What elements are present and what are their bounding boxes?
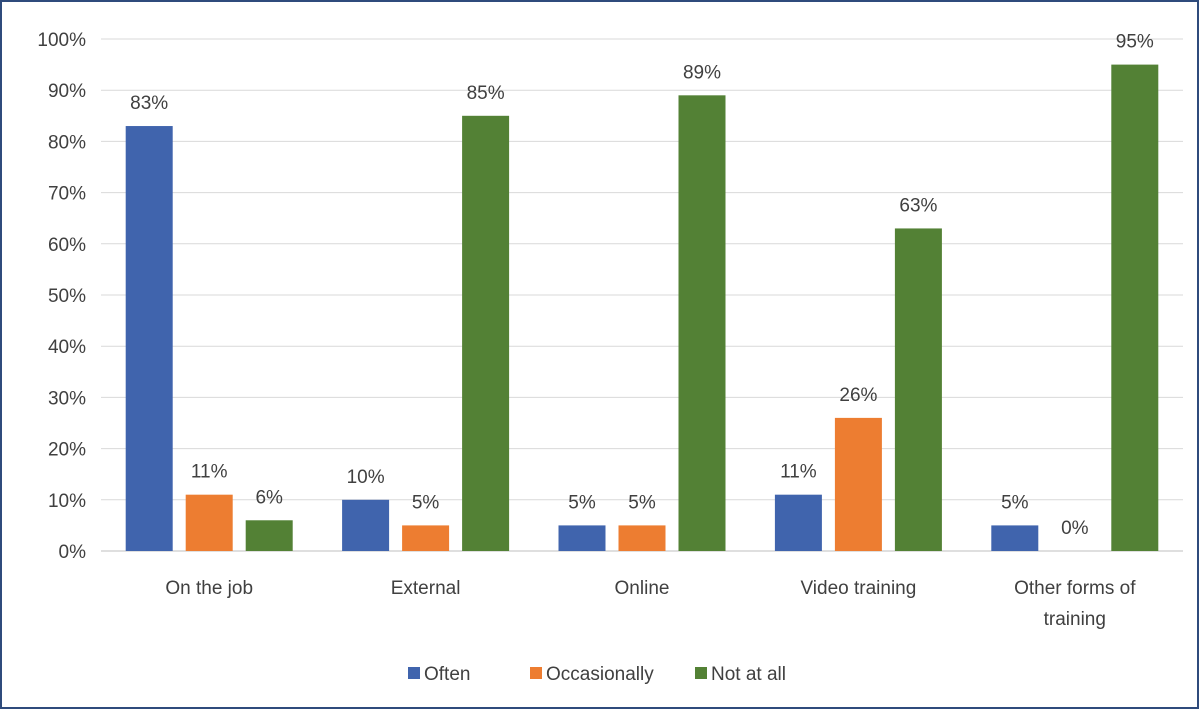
bar: [774, 494, 822, 551]
data-label: 6%: [255, 487, 283, 508]
y-tick-label: 70%: [48, 184, 86, 205]
x-axis-category-labels: On the job External Online Video training Ot…: [165, 578, 1136, 630]
bar: [125, 126, 173, 551]
bar: [1111, 64, 1159, 551]
bar: [245, 520, 293, 551]
bars: [125, 64, 1159, 552]
bar: [678, 95, 726, 551]
y-axis-tick-labels: 0% 10% 20% 30% 40% 50% 60% 70% 80% 90% 100%: [37, 30, 86, 563]
y-tick-label: 10%: [48, 491, 86, 512]
y-tick-label: 30%: [48, 388, 86, 409]
y-tick-label: 40%: [48, 337, 86, 358]
bar: [462, 115, 510, 552]
x-category-label: Video training: [800, 578, 916, 599]
data-label: 0%: [1061, 518, 1089, 539]
x-category-label: Online: [615, 578, 670, 599]
data-label: 5%: [628, 492, 656, 513]
data-label: 5%: [568, 492, 596, 513]
gridlines: [101, 38, 1183, 552]
data-label: 63%: [899, 195, 937, 216]
y-tick-label: 80%: [48, 132, 86, 153]
legend-swatch: [408, 667, 420, 679]
legend: Often Occasionally Not at all: [408, 664, 786, 685]
y-tick-label: 20%: [48, 440, 86, 461]
legend-label: Often: [424, 664, 470, 685]
data-label: 26%: [839, 385, 877, 406]
data-label: 11%: [191, 462, 228, 483]
data-label: 5%: [412, 492, 440, 513]
bar: [558, 525, 606, 551]
data-label: 5%: [1001, 492, 1029, 513]
y-tick-label: 50%: [48, 286, 86, 307]
data-label: 95%: [1116, 32, 1154, 53]
data-label: 11%: [780, 462, 817, 483]
bar: [834, 417, 882, 551]
data-label: 89%: [683, 62, 721, 83]
legend-swatch: [695, 667, 707, 679]
y-tick-label: 90%: [48, 81, 86, 102]
bar: [342, 499, 390, 551]
bar: [402, 525, 450, 551]
data-label: 85%: [467, 83, 505, 104]
legend-label: Not at all: [711, 664, 786, 685]
y-tick-label: 100%: [37, 30, 86, 51]
data-label: 83%: [130, 93, 168, 114]
y-tick-label: 0%: [59, 542, 87, 563]
x-category-label: Other forms of training: [1014, 578, 1136, 630]
data-labels: 83% 10% 5% 11% 5% 11% 5% 5% 26% 0% 6% 85% 89% 63% 95%: [130, 32, 1154, 539]
bar: [894, 228, 942, 551]
legend-label: Occasionally: [546, 664, 654, 685]
legend-swatch: [530, 667, 542, 679]
x-category-label: On the job: [165, 578, 253, 599]
x-category-label: External: [391, 578, 461, 599]
bar: [618, 525, 666, 551]
data-label: 10%: [347, 467, 385, 488]
bar: [991, 525, 1039, 551]
bar: [185, 494, 233, 551]
y-tick-label: 60%: [48, 235, 86, 256]
